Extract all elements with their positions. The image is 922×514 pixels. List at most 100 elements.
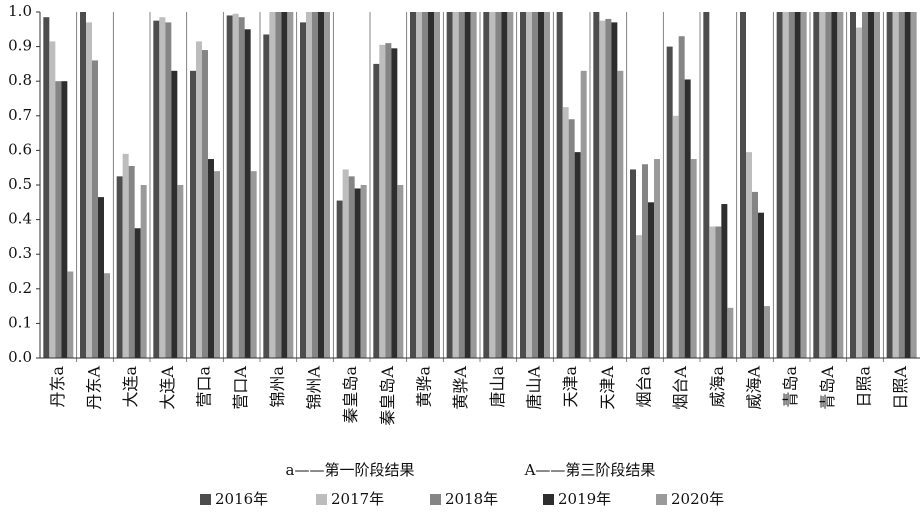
bar xyxy=(128,165,135,358)
bar xyxy=(593,12,600,358)
bar xyxy=(238,17,245,358)
bar xyxy=(715,226,722,358)
bar xyxy=(886,12,893,358)
bar xyxy=(874,12,880,358)
bar xyxy=(831,12,838,358)
bar xyxy=(758,212,764,358)
bar xyxy=(800,12,807,358)
bar xyxy=(140,185,147,358)
y-tick-label: 0.0 xyxy=(8,348,32,366)
bar xyxy=(134,228,141,358)
legend-swatch xyxy=(200,494,211,505)
x-tick-label: 威海a xyxy=(708,366,727,408)
bar xyxy=(452,12,459,358)
bar xyxy=(727,307,734,358)
bar xyxy=(470,12,477,358)
y-tick-label: 0.9 xyxy=(8,37,32,55)
bar xyxy=(397,185,404,358)
bar xyxy=(599,20,606,359)
bar xyxy=(416,12,422,358)
y-tick-label: 0.6 xyxy=(8,140,32,158)
bar xyxy=(92,60,98,358)
bar xyxy=(495,12,502,358)
bar xyxy=(825,12,832,358)
bar xyxy=(788,12,795,358)
x-tick-label: 烟台A xyxy=(671,366,690,410)
bar xyxy=(776,12,783,358)
x-tick-label: 黄骅A xyxy=(451,366,470,410)
x-tick-label: 营口A xyxy=(231,366,250,410)
bar xyxy=(190,70,196,358)
bar xyxy=(281,12,288,358)
legend-label: 2018年 xyxy=(445,490,498,508)
y-tick-label: 0.2 xyxy=(8,279,32,297)
bar xyxy=(373,63,380,359)
bar xyxy=(813,12,820,358)
bar xyxy=(104,273,110,358)
bar xyxy=(703,12,710,358)
bar xyxy=(764,306,770,358)
bar xyxy=(177,185,184,358)
x-tick-label: 烟台a xyxy=(635,366,654,408)
bar xyxy=(458,12,465,358)
bar xyxy=(434,12,440,358)
x-tick-label: 锦州A xyxy=(305,366,324,410)
bar xyxy=(562,107,569,359)
bar xyxy=(336,200,343,358)
y-tick-label: 1.0 xyxy=(8,2,32,20)
bar xyxy=(428,12,434,358)
x-tick-label: 秦皇岛a xyxy=(341,366,360,424)
legend-swatch xyxy=(430,494,441,505)
bar xyxy=(580,70,587,358)
bar xyxy=(532,12,538,358)
bar xyxy=(232,13,239,358)
bar xyxy=(544,12,550,358)
x-tick-label: 丹东A xyxy=(85,366,104,410)
legend-swatch xyxy=(316,494,327,505)
bar xyxy=(300,22,306,358)
bar xyxy=(672,115,679,358)
bar xyxy=(379,44,386,359)
legend-swatch xyxy=(656,494,667,505)
bar xyxy=(312,12,318,358)
bar xyxy=(850,12,856,358)
bar xyxy=(654,159,660,358)
bar xyxy=(43,17,50,358)
legend-label: 2016年 xyxy=(215,490,268,508)
bar xyxy=(116,176,123,358)
bar xyxy=(898,12,905,358)
bar xyxy=(49,41,56,358)
bar xyxy=(385,43,392,358)
bar xyxy=(202,50,208,359)
bar xyxy=(464,12,471,358)
bar xyxy=(856,27,862,358)
bar xyxy=(538,12,544,358)
bar xyxy=(153,20,160,359)
bar xyxy=(226,15,233,359)
x-tick-label: 秦皇岛A xyxy=(378,366,397,426)
bar xyxy=(746,152,752,358)
x-tick-label: 唐山A xyxy=(525,366,544,410)
bar xyxy=(501,12,508,358)
y-tick-label: 0.7 xyxy=(8,106,32,124)
bar xyxy=(196,41,202,358)
bar xyxy=(165,22,172,358)
bar xyxy=(526,12,532,358)
bar xyxy=(617,70,624,358)
bar xyxy=(709,226,716,358)
bar xyxy=(868,12,874,358)
bar xyxy=(556,12,563,358)
bar xyxy=(446,12,453,358)
x-tick-label: 黄骅a xyxy=(415,366,434,408)
legend-label: 2019年 xyxy=(558,490,611,508)
bar xyxy=(568,119,575,358)
x-tick-label: 唐山a xyxy=(488,366,507,408)
bar xyxy=(214,171,220,358)
bar xyxy=(483,12,490,358)
bar xyxy=(342,169,349,358)
bar xyxy=(507,12,514,358)
bar xyxy=(275,12,282,358)
bar xyxy=(892,12,899,358)
bar xyxy=(318,12,324,358)
x-tick-label: 大连a xyxy=(121,366,140,408)
